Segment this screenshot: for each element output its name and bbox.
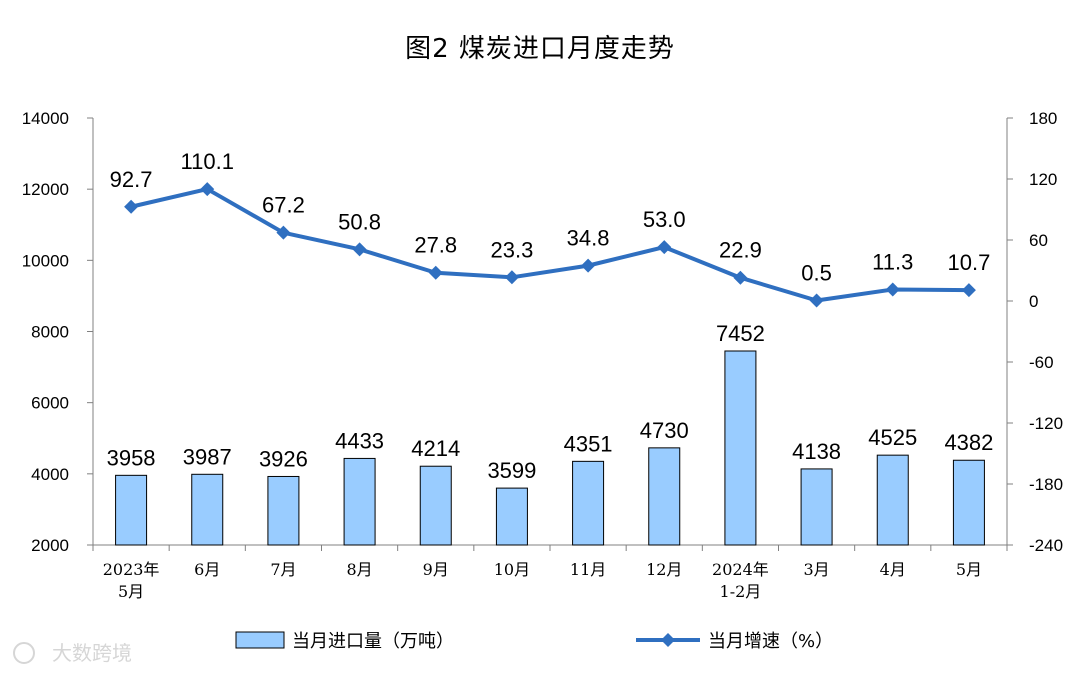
- bar: [267, 475, 300, 546]
- bar-value-label: 4730: [640, 418, 689, 443]
- growth-value-label: 67.2: [262, 193, 305, 218]
- legend-line-label: 当月增速（%）: [708, 631, 833, 652]
- category-label: 5月: [956, 560, 982, 579]
- growth-value-label: 23.3: [491, 237, 534, 262]
- category-label: 6月: [194, 560, 220, 579]
- left-tick-label: 4000: [31, 465, 69, 484]
- bar-value-label: 4214: [411, 436, 460, 461]
- growth-marker: [657, 240, 672, 255]
- category-label: 4月: [880, 560, 906, 579]
- bar: [876, 454, 909, 546]
- growth-value-label: 53.0: [643, 207, 686, 232]
- legend-bar-label: 当月进口量（万吨）: [292, 631, 454, 652]
- growth-marker: [581, 258, 596, 273]
- bar: [952, 459, 985, 546]
- category-label: 8月: [346, 560, 372, 579]
- growth-value-label: 10.7: [948, 250, 991, 275]
- growth-marker: [961, 283, 976, 298]
- category-label: 11月: [570, 560, 606, 579]
- left-tick-label: 6000: [31, 394, 69, 413]
- growth-marker: [504, 270, 519, 285]
- right-tick-label: -120: [1029, 414, 1063, 433]
- bar-value-label: 3987: [183, 444, 232, 469]
- left-tick-label: 2000: [31, 536, 69, 555]
- bar: [495, 487, 528, 546]
- bar-value-label: 4138: [792, 439, 841, 464]
- bar: [572, 460, 605, 546]
- bar-value-label: 3958: [107, 445, 156, 470]
- bar-value-label: 3926: [259, 446, 308, 471]
- bar: [724, 350, 757, 546]
- right-tick-label: 120: [1029, 170, 1057, 189]
- growth-value-label: 110.1: [181, 149, 234, 174]
- growth-value-label: 92.7: [110, 167, 153, 192]
- left-tick-label: 10000: [22, 251, 69, 270]
- growth-marker: [200, 182, 215, 197]
- category-label: 9月: [423, 560, 449, 579]
- bar: [343, 457, 376, 546]
- growth-value-label: 34.8: [567, 226, 610, 251]
- growth-value-label: 50.8: [338, 209, 381, 234]
- category-label: 5月: [118, 582, 144, 601]
- bar: [419, 465, 452, 546]
- bar: [648, 447, 681, 546]
- category-label: 10月: [494, 560, 530, 579]
- category-label: 2023年: [103, 560, 160, 579]
- bar-value-label: 3599: [487, 458, 536, 483]
- bar: [115, 474, 148, 546]
- legend-line-marker: [661, 633, 675, 647]
- bar: [800, 468, 833, 546]
- growth-value-label: 11.3: [872, 250, 913, 275]
- right-tick-label: 180: [1029, 109, 1057, 128]
- growth-marker: [885, 282, 900, 297]
- category-label: 1-2月: [720, 582, 762, 601]
- bar-value-label: 4382: [944, 430, 993, 455]
- left-tick-label: 12000: [22, 180, 69, 199]
- chart-title: 图2 煤炭进口月度走势: [405, 34, 675, 64]
- growth-marker: [124, 199, 139, 214]
- category-label: 2024年: [712, 560, 769, 579]
- watermark-logo-icon: [13, 642, 35, 664]
- bar-value-label: 4525: [868, 425, 917, 450]
- growth-line: [130, 187, 969, 303]
- category-label: 7月: [270, 560, 296, 579]
- right-tick-label: -240: [1029, 536, 1063, 555]
- right-tick-label: -60: [1029, 353, 1054, 372]
- bar: [191, 473, 224, 546]
- growth-value-label: 0.5: [801, 260, 832, 285]
- growth-value-label: 27.8: [414, 233, 457, 258]
- category-label: 3月: [803, 560, 829, 579]
- growth-value-label: 22.9: [719, 238, 762, 263]
- left-tick-label: 8000: [31, 323, 69, 342]
- growth-marker: [733, 270, 748, 285]
- growth-marker: [276, 225, 291, 240]
- left-tick-label: 14000: [22, 109, 69, 128]
- bar-value-label: 4351: [564, 431, 613, 456]
- right-tick-label: -180: [1029, 475, 1063, 494]
- category-label: 12月: [646, 560, 682, 579]
- legend-bar-swatch: [235, 631, 285, 649]
- bar-value-label: 7452: [716, 321, 765, 346]
- bar-value-label: 4433: [335, 428, 384, 453]
- watermark: 大数跨境: [13, 641, 132, 665]
- right-tick-label: 0: [1029, 292, 1038, 311]
- growth-marker: [428, 265, 443, 280]
- growth-marker: [352, 242, 367, 257]
- watermark-text: 大数跨境: [52, 641, 132, 665]
- right-tick-label: 60: [1029, 231, 1048, 250]
- growth-marker: [809, 293, 824, 308]
